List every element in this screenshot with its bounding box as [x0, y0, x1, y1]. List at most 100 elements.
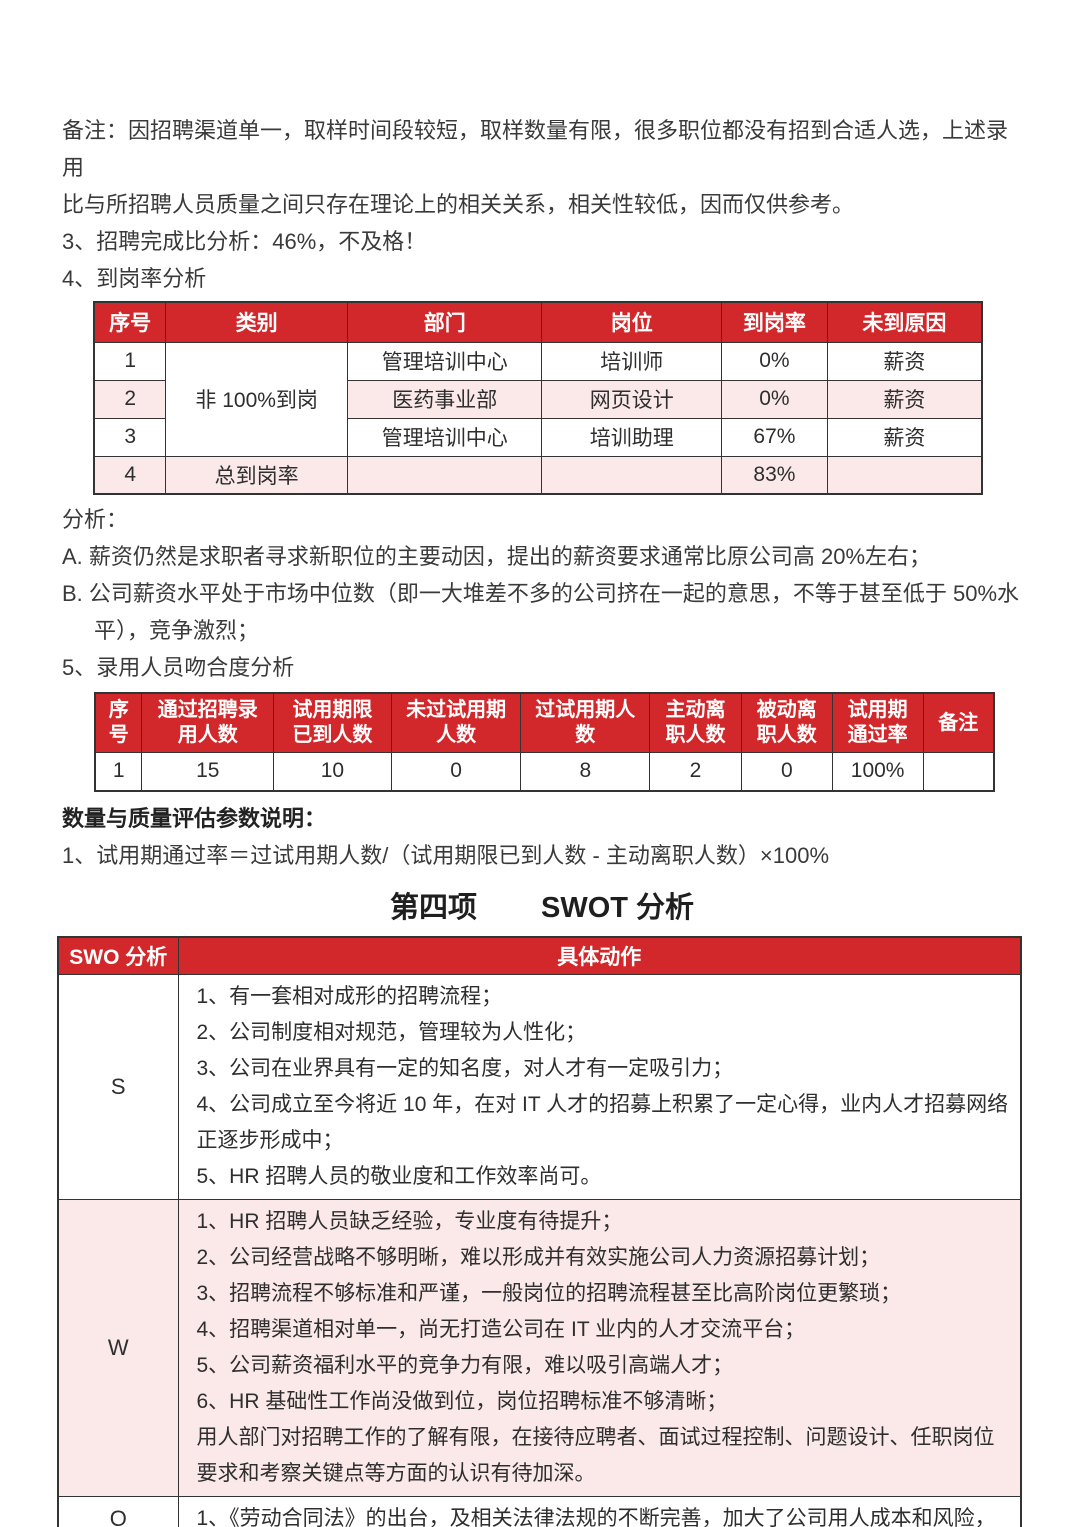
analysis-item-a: A. 薪资仍然是求职者寻求新职位的主要动因，提出的薪资要求通常比原公司高 20%… — [62, 544, 932, 569]
cell-rate: 0% — [721, 379, 828, 419]
swot-label: S — [57, 974, 179, 1200]
analysis-block: 分析： A. 薪资仍然是求职者寻求新职位的主要动因，提出的薪资要求通常比原公司高… — [62, 501, 1022, 686]
column-header: 具体动作 — [177, 936, 1022, 975]
swot-content: 1、有一套相对成形的招聘流程； 2、公司制度相对规范，管理较为人性化； 3、公司… — [177, 974, 1022, 1200]
column-header: 通过招聘录 用人数 — [141, 692, 275, 753]
table-cell: 100% — [831, 752, 924, 791]
cell-post: 培训助理 — [541, 417, 723, 457]
cell-category-merged: 非 100%到岗 — [165, 341, 348, 457]
arrival-header-row: 序号 类别 部门 岗位 到岗率 未到原因 — [93, 301, 983, 343]
column-header: 试用期限 已到人数 — [273, 692, 392, 753]
swot-table: SWO 分析 具体动作 S 1、有一套相对成形的招聘流程； 2、公司制度相对规范… — [57, 935, 1022, 1527]
cell-dept: 管理培训中心 — [346, 417, 543, 457]
list-item-3: 3、招聘完成比分析：46%，不及格！ — [62, 229, 427, 254]
fit-header-row: 序 号 通过招聘录 用人数 试用期限 已到人数 未过试用期 人数 过试用期人 数… — [94, 692, 995, 753]
column-header: 到岗率 — [721, 301, 828, 343]
cell-dept: 管理培训中心 — [346, 341, 543, 381]
column-header: 过试用期人 数 — [520, 692, 651, 753]
column-header: 类别 — [165, 301, 348, 343]
table-cell — [922, 752, 995, 791]
swot-label: O — [57, 1496, 179, 1527]
swot-line: 1、《劳动合同法》的出台，及相关法律法规的不断完善，加大了公司用人成本和风险， — [196, 1507, 996, 1527]
swot-line: 要求和考察关键点等方面的认识有待加深。 — [196, 1462, 596, 1485]
section-heading-part2: SWOT 分析 — [541, 891, 695, 924]
swot-line: 正逐步形成中； — [196, 1129, 344, 1152]
swot-line: 2、公司经营战略不够明晰，难以形成并有效实施公司人力资源招募计划； — [196, 1246, 881, 1269]
cell-no: 2 — [93, 379, 167, 419]
swot-line: 4、招聘渠道相对单一，尚无打造公司在 IT 业内的人才交流平台； — [196, 1318, 806, 1341]
table-cell: 15 — [141, 752, 275, 791]
table-cell: 8 — [520, 752, 651, 791]
column-header: 岗位 — [541, 301, 723, 343]
fit-analysis-table: 序 号 通过招聘录 用人数 试用期限 已到人数 未过试用期 人数 过试用期人 数… — [94, 692, 995, 792]
swot-line: 用人部门对招聘工作的了解有限，在接待应聘者、面试过程控制、问题设计、任职岗位 — [196, 1426, 995, 1449]
column-header: 序号 — [93, 301, 167, 343]
cell-rate: 83% — [721, 455, 828, 495]
table-row: 2 医药事业部 网页设计 0% 薪资 — [93, 379, 983, 419]
swot-label: W — [57, 1199, 179, 1497]
table-row-total: 4 总到岗率 83% — [93, 455, 983, 495]
swot-row-w: W 1、HR 招聘人员缺乏经验，专业度有待提升； 2、公司经营战略不够明晰，难以… — [57, 1199, 1022, 1497]
column-header: 被动离 职人数 — [740, 692, 833, 753]
swot-line: 5、HR 招聘人员的敬业度和工作效率尚可。 — [196, 1165, 602, 1188]
section-heading-part1: 第四项 — [389, 891, 477, 924]
column-header: SWO 分析 — [57, 936, 179, 975]
swot-line: 2、公司制度相对规范，管理较为人性化； — [196, 1021, 587, 1044]
note-line: 备注：因招聘渠道单一，取样时间段较短，取样数量有限，很多职位都没有招到合适人选，… — [62, 118, 1009, 180]
params-formula: 1、试用期通过率＝过试用期人数/（试用期限已到人数 - 主动离职人数）×100% — [62, 842, 830, 868]
cell-reason: 薪资 — [826, 379, 983, 419]
list-item-5: 5、录用人员吻合度分析 — [62, 655, 295, 680]
swot-header-row: SWO 分析 具体动作 — [57, 936, 1022, 975]
swot-row-o: O 1、《劳动合同法》的出台，及相关法律法规的不断完善，加大了公司用人成本和风险… — [57, 1496, 1022, 1527]
column-header: 部门 — [346, 301, 543, 343]
cell-reason: 薪资 — [826, 417, 983, 457]
table-row: 1 非 100%到岗 管理培训中心 培训师 0% 薪资 — [93, 341, 983, 457]
cell-dept: 医药事业部 — [346, 379, 543, 419]
swot-content: 1、HR 招聘人员缺乏经验，专业度有待提升； 2、公司经营战略不够明晰，难以形成… — [177, 1199, 1022, 1497]
swot-line: 3、公司在业界具有一定的知名度，对人才有一定吸引力； — [196, 1057, 734, 1080]
note-paragraph: 备注：因招聘渠道单一，取样时间段较短，取样数量有限，很多职位都没有招到合适人选，… — [62, 112, 1022, 223]
table-cell: 2 — [649, 752, 742, 791]
cell-rate: 0% — [721, 341, 828, 381]
cell-dept — [346, 455, 543, 495]
table-cell: 10 — [273, 752, 392, 791]
swot-line: 4、公司成立至今将近 10 年，在对 IT 人才的招募上积累了一定心得，业内人才… — [196, 1093, 1009, 1116]
list-item-4: 4、到岗率分析 — [62, 266, 207, 291]
swot-line: 3、招聘流程不够标准和严谨，一般岗位的招聘流程甚至比高阶岗位更繁琐； — [196, 1282, 902, 1305]
cell-category: 总到岗率 — [165, 455, 348, 495]
column-header: 备注 — [922, 692, 995, 753]
table-cell: 0 — [390, 752, 522, 791]
swot-content: 1、《劳动合同法》的出台，及相关法律法规的不断完善，加大了公司用人成本和风险， — [177, 1496, 1022, 1527]
analysis-item-b-line2: 平），竞争激烈； — [94, 618, 260, 643]
cell-post: 网页设计 — [541, 379, 723, 419]
swot-line: 6、HR 基础性工作尚没做到位，岗位招聘标准不够清晰； — [196, 1390, 728, 1413]
column-header: 主动离 职人数 — [649, 692, 742, 753]
table-cell: 1 — [94, 752, 143, 791]
analysis-item-b-line1: B. 公司薪资水平处于市场中位数（即一大堆差不多的公司挤在一起的意思，不等于甚至… — [62, 581, 1020, 606]
section-heading: 第四项 SWOT 分析 — [62, 888, 1022, 928]
note-line: 比与所招聘人员质量之间只存在理论上的相关关系，相关性较低，因而仅供参考。 — [62, 192, 855, 217]
swot-line: 1、有一套相对成形的招聘流程； — [196, 985, 503, 1008]
column-header: 序 号 — [94, 692, 143, 753]
column-header: 试用期 通过率 — [831, 692, 924, 753]
analysis-label: 分析： — [62, 507, 129, 532]
table-cell: 0 — [740, 752, 833, 791]
cell-no: 4 — [93, 455, 167, 495]
swot-line: 5、公司薪资福利水平的竞争力有限，难以吸引高端人才； — [196, 1354, 734, 1377]
cell-reason: 薪资 — [826, 341, 983, 381]
params-title: 数量与质量评估参数说明： — [62, 805, 327, 831]
cell-reason — [826, 455, 983, 495]
column-header: 未到原因 — [826, 301, 983, 343]
cell-post — [541, 455, 723, 495]
cell-no: 1 — [93, 341, 167, 381]
cell-rate: 67% — [721, 417, 828, 457]
cell-post: 培训师 — [541, 341, 723, 381]
table-row: 1 15 10 0 8 2 0 100% — [94, 752, 995, 791]
cell-no: 3 — [93, 417, 167, 457]
swot-row-s: S 1、有一套相对成形的招聘流程； 2、公司制度相对规范，管理较为人性化； 3、… — [57, 974, 1022, 1200]
column-header: 未过试用期 人数 — [390, 692, 522, 753]
table-row: 3 管理培训中心 培训助理 67% 薪资 — [93, 417, 983, 457]
arrival-rate-table: 序号 类别 部门 岗位 到岗率 未到原因 1 非 100%到岗 管理培训中心 培… — [93, 301, 983, 495]
swot-line: 1、HR 招聘人员缺乏经验，专业度有待提升； — [196, 1210, 623, 1233]
